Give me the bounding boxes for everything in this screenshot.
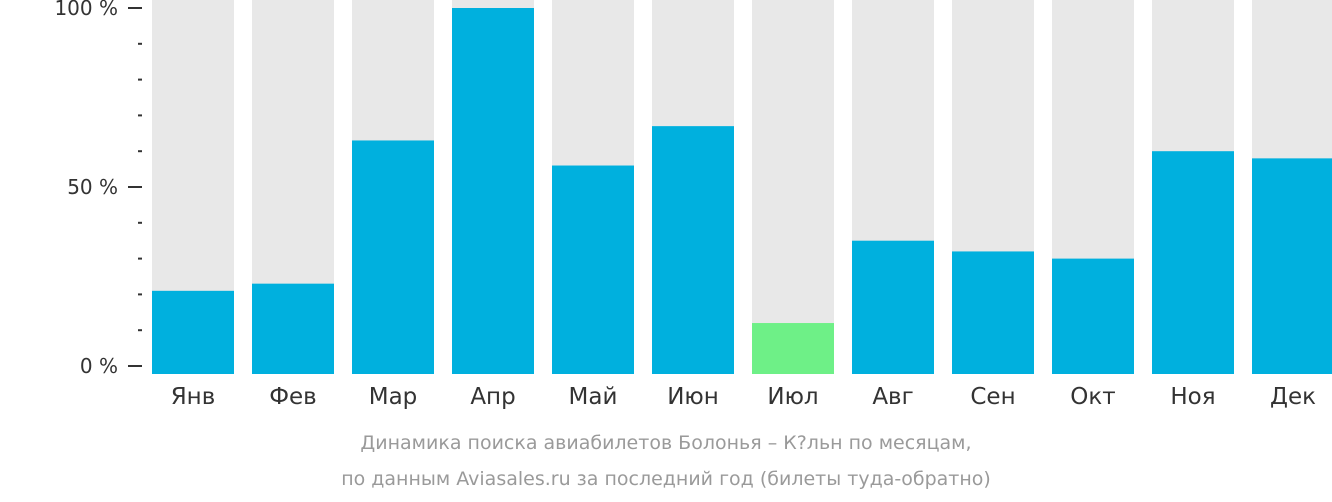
- x-tick-label: Дек: [1270, 384, 1316, 410]
- bar: [752, 323, 834, 374]
- x-tick-label: Ноя: [1170, 384, 1215, 410]
- x-tick-label: Май: [569, 384, 618, 410]
- x-tick-label: Окт: [1070, 384, 1115, 410]
- x-tick-label: Авг: [872, 384, 913, 410]
- x-tick-label: Июн: [667, 384, 719, 410]
- x-tick-label: Апр: [470, 384, 515, 410]
- y-tick-label: 100 %: [54, 0, 118, 20]
- bar: [652, 126, 734, 374]
- y-tick-label: 50 %: [67, 175, 118, 199]
- bar: [552, 165, 634, 374]
- bar: [952, 251, 1034, 374]
- bar: [1152, 151, 1234, 374]
- x-tick-label: Сен: [970, 384, 1015, 410]
- bar: [1052, 258, 1134, 374]
- x-tick-label: Янв: [171, 384, 216, 410]
- x-tick-label: Фев: [269, 384, 317, 410]
- bar: [852, 240, 934, 374]
- bar: [252, 283, 334, 374]
- x-tick-label: Июл: [767, 384, 818, 410]
- bar: [1252, 158, 1332, 374]
- y-tick-label: 0 %: [80, 354, 118, 378]
- bar: [452, 8, 534, 374]
- chart-caption-line-1: Динамика поиска авиабилетов Болонья – К?…: [360, 432, 972, 454]
- bar: [352, 140, 434, 374]
- x-tick-label: Мар: [369, 384, 418, 410]
- chart-caption-line-2: по данным Aviasales.ru за последний год …: [341, 468, 991, 490]
- bar-chart: 0 % 50 % 100 % Янв Фев Мар Апр Май Июн Июл Авг Сен О…: [54, 0, 1332, 410]
- bar: [152, 290, 234, 374]
- bar-background: [752, 0, 834, 374]
